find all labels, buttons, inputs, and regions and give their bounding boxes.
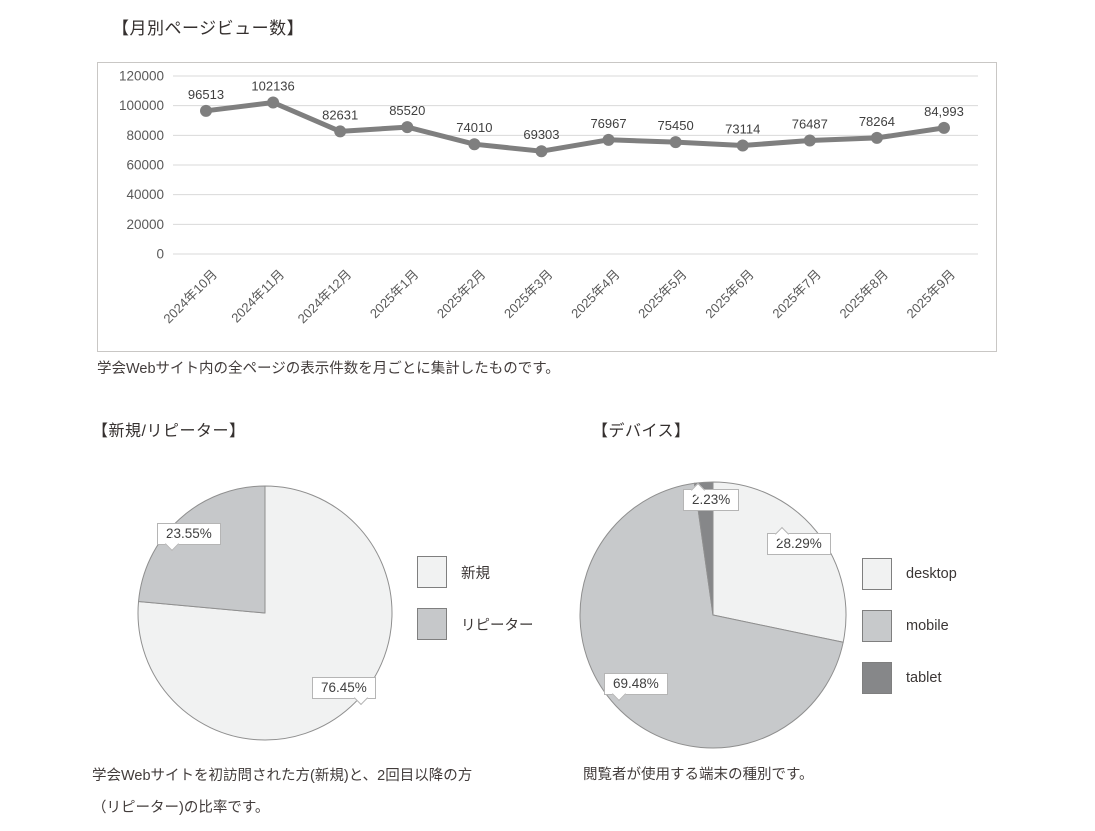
data-label: 69303: [523, 127, 559, 142]
data-label: 82631: [322, 107, 358, 122]
data-points: [200, 96, 950, 158]
data-label: 73114: [725, 122, 760, 137]
visitors-pie-title: 【新規/リピーター】: [92, 423, 246, 440]
data-point: [669, 136, 682, 149]
data-point: [267, 96, 280, 109]
legend-label-desktop: desktop: [906, 566, 957, 582]
x-tick-label: 2025年7月: [769, 267, 824, 322]
legend-item-tablet: tablet: [862, 662, 957, 694]
x-tick-label: 2025年3月: [501, 267, 556, 322]
visitors-legend: 新規 リピーター: [417, 556, 534, 640]
data-label: 78264: [859, 114, 895, 129]
line-chart-frame: 0 20000 40000 60000 80000 100000 120000 96513 10…: [97, 62, 997, 352]
data-point: [334, 125, 347, 138]
repeater-swatch-icon: [417, 608, 447, 640]
data-labels: 96513 102136 82631 85520 74010 69303 76967 7545…: [188, 78, 964, 142]
gridlines: [173, 75, 978, 255]
legend-label-repeater: リピーター: [461, 617, 534, 634]
data-label: 84,993: [924, 104, 964, 119]
data-label: 102136: [251, 78, 294, 93]
x-tick-label: 2025年1月: [367, 267, 422, 322]
x-tick-label: 2025年4月: [568, 267, 623, 322]
legend-item-repeater: リピーター: [417, 608, 534, 640]
visitors-new-percent-label: 76.45%: [312, 677, 376, 699]
legend-label-new: 新規: [461, 565, 490, 582]
monthly-pageviews-line-chart: 0 20000 40000 60000 80000 100000 120000 96513 10…: [119, 69, 978, 327]
legend-item-desktop: desktop: [862, 558, 957, 590]
y-axis-labels: 0 20000 40000 60000 80000 100000 120000: [119, 69, 164, 262]
devices-pie-chart: [579, 481, 847, 749]
devices-desktop-percent-label: 28.29%: [767, 533, 831, 555]
legend-item-new: 新規: [417, 556, 534, 588]
pie-slice-desktop: [712, 481, 847, 643]
data-label: 85520: [389, 103, 425, 118]
visitors-pie-caption: 学会Webサイトを初訪問された方(新規)と、2回目以降の方 （リピーター)の比率…: [92, 760, 592, 824]
y-tick-label: 80000: [126, 128, 164, 143]
legend-item-mobile: mobile: [862, 610, 957, 642]
x-tick-label: 2024年10月: [160, 267, 220, 327]
x-tick-label: 2025年6月: [702, 267, 757, 322]
data-label: 96513: [188, 87, 224, 102]
x-axis-labels: 2024年10月 2024年11月 2024年12月 2025年1月 2025年2月 20…: [160, 267, 958, 327]
pie-slice-リピーター: [138, 485, 266, 614]
new-swatch-icon: [417, 556, 447, 588]
x-tick-label: 2025年9月: [904, 267, 959, 322]
monthly-pageviews-caption: 学会Webサイト内の全ページの表示件数を月ごとに集計したものです。: [97, 361, 560, 377]
data-point: [401, 121, 414, 134]
data-point: [803, 134, 816, 147]
devices-legend: desktop mobile tablet: [862, 558, 957, 694]
monthly-pageviews-title: 【月別ページビュー数】: [112, 19, 305, 38]
pie-slice-tablet: [693, 481, 714, 616]
devices-mobile-percent-label: 69.48%: [604, 673, 668, 695]
mobile-swatch-icon: [862, 610, 892, 642]
data-point: [736, 139, 749, 152]
data-label: 76967: [590, 116, 626, 131]
y-tick-label: 60000: [126, 158, 164, 173]
desktop-swatch-icon: [862, 558, 892, 590]
visitors-repeater-percent-label: 23.55%: [157, 523, 221, 545]
data-point: [200, 104, 212, 117]
devices-tablet-percent-label: 2.23%: [683, 489, 740, 511]
x-tick-label: 2024年11月: [228, 267, 287, 326]
visitors-caption-line1: 学会Webサイトを初訪問された方(新規)と、2回目以降の方: [92, 768, 473, 784]
tablet-swatch-icon: [862, 662, 892, 694]
data-label: 74010: [456, 120, 492, 135]
data-label: 75450: [658, 118, 694, 133]
x-tick-label: 2025年8月: [836, 267, 891, 322]
y-tick-label: 20000: [126, 217, 164, 232]
data-point: [602, 133, 615, 146]
devices-pie-caption: 閲覧者が使用する端末の種別です。: [583, 767, 814, 783]
y-tick-label: 120000: [119, 69, 164, 84]
data-point: [870, 131, 883, 144]
x-tick-label: 2024年12月: [295, 267, 355, 327]
y-tick-label: 0: [156, 247, 164, 262]
y-tick-label: 100000: [119, 98, 164, 113]
visitors-caption-line2: （リピーター)の比率です。: [92, 800, 270, 816]
x-tick-label: 2025年5月: [635, 267, 690, 322]
legend-label-mobile: mobile: [906, 618, 949, 634]
devices-pie-title: 【デバイス】: [592, 423, 691, 440]
x-tick-label: 2025年2月: [434, 267, 489, 322]
data-point: [468, 138, 481, 151]
line-series: [203, 100, 947, 154]
legend-label-tablet: tablet: [906, 670, 942, 686]
y-tick-label: 40000: [126, 187, 164, 202]
data-label: 76487: [792, 117, 828, 132]
data-point: [535, 145, 548, 158]
data-point: [937, 121, 950, 134]
